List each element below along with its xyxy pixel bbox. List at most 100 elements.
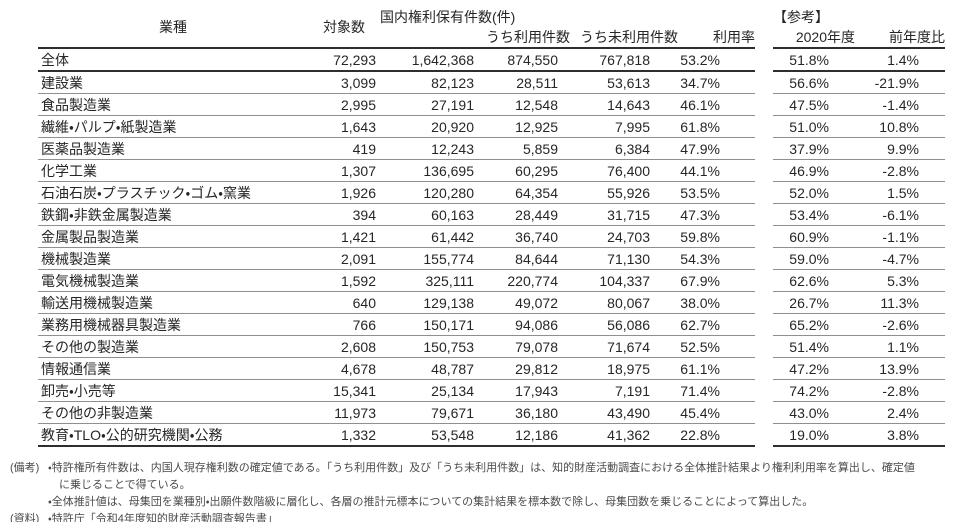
industry-name-cell: 全体 <box>38 48 308 72</box>
target-count-cell: 2,608 <box>308 335 380 358</box>
target-count-cell: 11,973 <box>308 401 380 424</box>
unused-count-cell: 43,490 <box>570 401 678 424</box>
yoy-change-cell: -1.4% <box>855 93 945 116</box>
unused-count-cell: 767,818 <box>570 48 678 72</box>
column-header-yoy: 前年度比 <box>855 27 945 49</box>
industry-name-cell: 建設業 <box>38 71 308 94</box>
domestic-rights-total-cell: 129,138 <box>380 291 478 314</box>
domestic-rights-total-cell: 136,695 <box>380 159 478 182</box>
yoy-change-cell: 3.8% <box>855 423 945 447</box>
fy2020-rate-cell: 74.2% <box>773 379 855 402</box>
column-header-industry: 業種 <box>38 7 308 49</box>
usage-rate-cell: 22.8% <box>678 423 755 447</box>
fy2020-rate-cell: 47.5% <box>773 93 855 116</box>
usage-rate-cell: 47.3% <box>678 203 755 226</box>
domestic-rights-total-cell: 1,642,368 <box>380 48 478 72</box>
target-count-cell: 4,678 <box>308 357 380 380</box>
used-count-cell: 36,180 <box>478 401 570 424</box>
used-count-cell: 49,072 <box>478 291 570 314</box>
usage-rate-cell: 54.3% <box>678 247 755 270</box>
domestic-rights-total-cell: 79,671 <box>380 401 478 424</box>
industry-name-cell: 金属製品製造業 <box>38 225 308 248</box>
table-gap-cell <box>755 336 773 358</box>
table-row: 機械製造業 2,091 155,774 84,644 71,130 54.3% … <box>38 247 945 270</box>
yoy-change-cell: -6.1% <box>855 203 945 226</box>
industry-name-cell: 情報通信業 <box>38 357 308 380</box>
unused-count-cell: 56,086 <box>570 313 678 336</box>
target-count-cell: 3,099 <box>308 71 380 94</box>
yoy-change-cell: -2.6% <box>855 313 945 336</box>
table-row: 繊維・パルプ・紙製造業 1,643 20,920 12,925 7,995 61… <box>38 115 945 138</box>
domestic-rights-total-cell: 25,134 <box>380 379 478 402</box>
table-body: 全体 72,293 1,642,368 874,550 767,818 53.2… <box>38 48 945 447</box>
usage-rate-cell: 45.4% <box>678 401 755 424</box>
usage-rate-cell: 71.4% <box>678 379 755 402</box>
industry-name-cell: 輸送用機械製造業 <box>38 291 308 314</box>
column-header-unused-count: うち未利用件数 <box>570 27 678 49</box>
table-row: 業務用機械器具製造業 766 150,171 94,086 56,086 62.… <box>38 313 945 336</box>
fy2020-rate-cell: 51.0% <box>773 115 855 138</box>
usage-rate-cell: 67.9% <box>678 269 755 292</box>
table-row: その他の非製造業 11,973 79,671 36,180 43,490 45.… <box>38 401 945 424</box>
fy2020-rate-cell: 62.6% <box>773 269 855 292</box>
table-row: 全体 72,293 1,642,368 874,550 767,818 53.2… <box>38 48 945 72</box>
yoy-change-cell: 13.9% <box>855 357 945 380</box>
footnote-text: ・特許庁「令和4年度知的財産活動調査報告書」 <box>48 513 278 522</box>
unused-count-cell: 53,613 <box>570 71 678 94</box>
table-row: 建設業 3,099 82,123 28,511 53,613 34.7% 56.… <box>38 71 945 94</box>
domestic-rights-total-cell: 82,123 <box>380 71 478 94</box>
yoy-change-cell: -4.7% <box>855 247 945 270</box>
target-count-cell: 2,995 <box>308 93 380 116</box>
usage-rate-cell: 61.1% <box>678 357 755 380</box>
usage-rate-cell: 59.8% <box>678 225 755 248</box>
unused-count-cell: 24,703 <box>570 225 678 248</box>
table-gap-cell <box>755 160 773 182</box>
usage-rate-cell: 53.5% <box>678 181 755 204</box>
used-count-cell: 874,550 <box>478 48 570 72</box>
column-header-used-count: うち利用件数 <box>478 27 570 49</box>
domestic-rights-total-cell: 12,243 <box>380 137 478 160</box>
table-gap-cell <box>755 402 773 424</box>
table-gap-cell <box>755 248 773 270</box>
yoy-change-cell: -21.9% <box>855 71 945 94</box>
industry-name-cell: 卸売・小売等 <box>38 379 308 402</box>
fy2020-rate-cell: 46.9% <box>773 159 855 182</box>
table-gap-cell <box>755 314 773 336</box>
yoy-change-cell: 2.4% <box>855 401 945 424</box>
footnote-remarks: (備考) ・特許権所有件数は、内国人現存権利数の確定値である。「うち利用件数」及… <box>10 460 956 494</box>
unused-count-cell: 104,337 <box>570 269 678 292</box>
header-spacer-cell <box>380 27 478 49</box>
footnote-label: (備考) <box>10 462 40 474</box>
table-gap-cell <box>755 116 773 138</box>
target-count-cell: 1,926 <box>308 181 380 204</box>
usage-rate-cell: 61.8% <box>678 115 755 138</box>
industry-name-cell: 繊維・パルプ・紙製造業 <box>38 115 308 138</box>
unused-count-cell: 6,384 <box>570 137 678 160</box>
table-row: 金属製品製造業 1,421 61,442 36,740 24,703 59.8%… <box>38 225 945 248</box>
table-gap-cell <box>755 48 773 71</box>
yoy-change-cell: 5.3% <box>855 269 945 292</box>
domestic-rights-total-cell: 155,774 <box>380 247 478 270</box>
unused-count-cell: 14,643 <box>570 93 678 116</box>
target-count-cell: 1,643 <box>308 115 380 138</box>
column-header-target-count: 対象数 <box>308 7 380 49</box>
fy2020-rate-cell: 51.8% <box>773 48 855 72</box>
target-count-cell: 1,332 <box>308 423 380 447</box>
domestic-rights-total-cell: 120,280 <box>380 181 478 204</box>
target-count-cell: 640 <box>308 291 380 314</box>
industry-name-cell: 医薬品製造業 <box>38 137 308 160</box>
table-gap-cell <box>755 71 773 94</box>
usage-rate-cell: 44.1% <box>678 159 755 182</box>
unused-count-cell: 71,130 <box>570 247 678 270</box>
domestic-rights-total-cell: 61,442 <box>380 225 478 248</box>
footnote-text: ・特許権所有件数は、内国人現存権利数の確定値である。「うち利用件数」及び「うち未… <box>48 462 915 491</box>
target-count-cell: 766 <box>308 313 380 336</box>
usage-rate-cell: 47.9% <box>678 137 755 160</box>
usage-rate-cell: 52.5% <box>678 335 755 358</box>
used-count-cell: 64,354 <box>478 181 570 204</box>
table-gap-cell <box>755 380 773 402</box>
table-row: 医薬品製造業 419 12,243 5,859 6,384 47.9% 37.9… <box>38 137 945 160</box>
target-count-cell: 1,421 <box>308 225 380 248</box>
unused-count-cell: 80,067 <box>570 291 678 314</box>
